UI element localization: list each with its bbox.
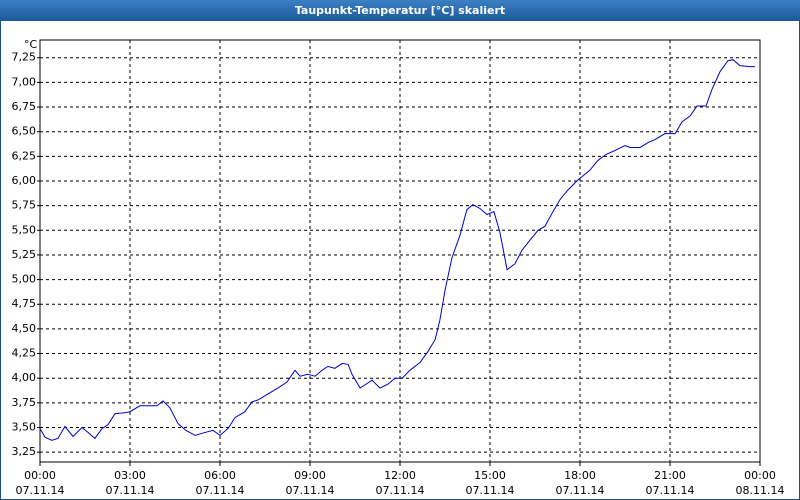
y-tick-label: 5,25: [12, 248, 37, 261]
x-tick-label: 03:00: [114, 469, 146, 482]
x-tick-date: 07.11.14: [106, 484, 155, 497]
y-tick-label: 3,50: [12, 420, 37, 433]
x-tick-label: 15:00: [474, 469, 506, 482]
title-bar: [0, 0, 800, 21]
x-tick-label: 00:00: [744, 469, 776, 482]
x-tick-label: 09:00: [294, 469, 326, 482]
x-tick-date: 07.11.14: [466, 484, 515, 497]
y-tick-label: 7,00: [12, 75, 37, 88]
x-tick-label: 12:00: [384, 469, 416, 482]
y-tick-label: 4,00: [12, 371, 37, 384]
x-tick-date: 07.11.14: [196, 484, 245, 497]
x-tick-date: 07.11.14: [286, 484, 335, 497]
y-tick-label: 4,25: [12, 347, 37, 360]
y-tick-label: 6,50: [12, 125, 37, 138]
y-tick-label: 6,00: [12, 174, 37, 187]
x-tick-date: 07.11.14: [376, 484, 425, 497]
y-unit: °C: [24, 38, 38, 51]
x-tick-label: 06:00: [204, 469, 236, 482]
y-tick-label: 5,50: [12, 223, 37, 236]
x-tick-date: 07.11.14: [556, 484, 605, 497]
y-tick-label: 5,75: [12, 199, 37, 212]
x-tick-date: 08.11.14: [736, 484, 785, 497]
y-tick-label: 6,25: [12, 149, 37, 162]
data-line: [39, 59, 755, 441]
x-tick-date: 07.11.14: [646, 484, 695, 497]
chart-title: Taupunkt-Temperatur [°C] skaliert: [295, 4, 505, 17]
y-tick-label: 4,50: [12, 322, 37, 335]
y-tick-label: 4,75: [12, 297, 37, 310]
x-tick-label: 18:00: [564, 469, 596, 482]
y-tick-label: 3,75: [12, 396, 37, 409]
y-tick-label: 3,25: [12, 445, 37, 458]
x-tick-date: 07.11.14: [16, 484, 65, 497]
x-tick-label: 21:00: [654, 469, 686, 482]
x-tick-label: 00:00: [24, 469, 56, 482]
y-tick-label: 6,75: [12, 100, 37, 113]
y-tick-label: 5,00: [12, 273, 37, 286]
y-tick-label: 7,25: [12, 51, 37, 64]
